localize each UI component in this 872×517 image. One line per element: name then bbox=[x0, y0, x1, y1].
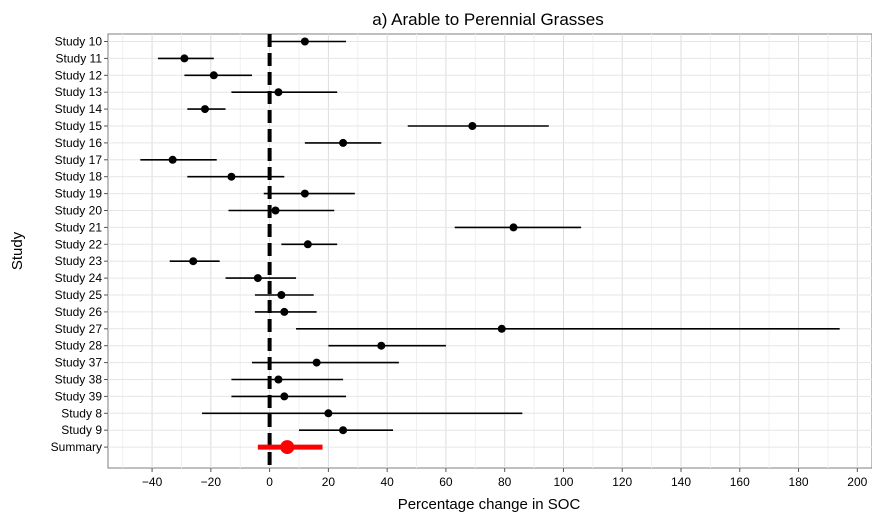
y-tick-label: Study 25 bbox=[55, 288, 103, 302]
y-axis-tick-labels: Study 10 Study 11 Study 12 Study 13 Study 14… bbox=[51, 35, 108, 454]
summary-point bbox=[280, 440, 295, 455]
y-tick-label: Study 38 bbox=[55, 373, 103, 387]
estimate-point bbox=[271, 206, 280, 215]
estimate-point bbox=[200, 105, 209, 114]
x-tick-label: 40 bbox=[380, 475, 394, 489]
estimate-point bbox=[253, 274, 262, 283]
plot-panel bbox=[107, 33, 872, 469]
y-tick-label: Study 19 bbox=[55, 187, 103, 201]
x-tick-label: 200 bbox=[847, 475, 867, 489]
estimate-point bbox=[189, 257, 198, 266]
y-tick-label: Study 39 bbox=[55, 389, 103, 403]
estimate-point bbox=[339, 138, 348, 147]
x-axis-tick-labels: −40 −20 0 20 40 60 80 100 120 140 160 180 200 bbox=[142, 468, 868, 489]
x-tick-label: 140 bbox=[671, 475, 691, 489]
estimate-point bbox=[300, 37, 309, 46]
estimate-point bbox=[277, 291, 286, 299]
x-tick-label: 160 bbox=[730, 475, 750, 489]
x-tick-label: 120 bbox=[612, 475, 632, 489]
x-tick-label: 0 bbox=[266, 475, 273, 489]
estimate-point bbox=[324, 409, 333, 418]
estimate-point bbox=[312, 358, 321, 367]
y-tick-label: Study 28 bbox=[55, 339, 103, 353]
chart-title: a) Arable to Perennial Grasses bbox=[372, 10, 604, 29]
estimate-point bbox=[497, 324, 506, 333]
estimate-point bbox=[509, 223, 518, 232]
estimate-point bbox=[377, 341, 386, 350]
estimate-point bbox=[274, 88, 283, 97]
y-tick-label: Study 17 bbox=[55, 153, 103, 167]
y-tick-label: Study 26 bbox=[55, 305, 103, 319]
estimate-point bbox=[303, 240, 312, 249]
y-tick-label: Study 27 bbox=[55, 322, 103, 336]
x-tick-label: 100 bbox=[553, 475, 573, 489]
y-tick-label: Study 9 bbox=[61, 423, 102, 437]
x-axis-label: Percentage change in SOC bbox=[398, 496, 581, 513]
x-tick-label: −40 bbox=[142, 475, 163, 489]
y-tick-label: Study 24 bbox=[55, 271, 103, 285]
y-tick-label: Study 15 bbox=[55, 119, 103, 133]
x-tick-label: 60 bbox=[439, 475, 453, 489]
y-tick-label: Summary bbox=[51, 440, 102, 454]
x-tick-label: 180 bbox=[789, 475, 809, 489]
estimate-point bbox=[274, 375, 283, 384]
x-tick-label: 80 bbox=[498, 475, 512, 489]
estimate-point bbox=[180, 54, 189, 63]
y-tick-label: Study 12 bbox=[55, 68, 103, 82]
y-tick-label: Study 20 bbox=[55, 204, 103, 218]
y-tick-label: Study 18 bbox=[55, 170, 103, 184]
y-tick-label: Study 21 bbox=[55, 220, 103, 234]
y-tick-label: Study 22 bbox=[55, 237, 103, 251]
y-tick-label: Study 11 bbox=[56, 51, 103, 65]
estimate-point bbox=[300, 189, 309, 198]
estimate-point bbox=[168, 155, 177, 164]
estimate-point bbox=[280, 307, 289, 316]
y-axis-label: Study bbox=[9, 231, 26, 270]
y-tick-label: Study 13 bbox=[55, 85, 103, 99]
estimate-point bbox=[339, 426, 348, 435]
y-tick-label: Study 37 bbox=[55, 356, 103, 370]
estimate-point bbox=[227, 172, 236, 181]
y-tick-label: Study 16 bbox=[55, 136, 103, 150]
estimate-point bbox=[468, 122, 477, 130]
y-tick-label: Study 8 bbox=[61, 406, 102, 420]
plot-border bbox=[107, 33, 872, 469]
x-tick-label: 20 bbox=[322, 475, 336, 489]
y-tick-label: Study 10 bbox=[55, 35, 103, 49]
y-tick-label: Study 23 bbox=[55, 254, 103, 268]
estimate-point bbox=[209, 71, 218, 80]
x-tick-label: −20 bbox=[201, 475, 222, 489]
estimate-point bbox=[280, 392, 289, 401]
y-tick-label: Study 14 bbox=[55, 102, 103, 116]
